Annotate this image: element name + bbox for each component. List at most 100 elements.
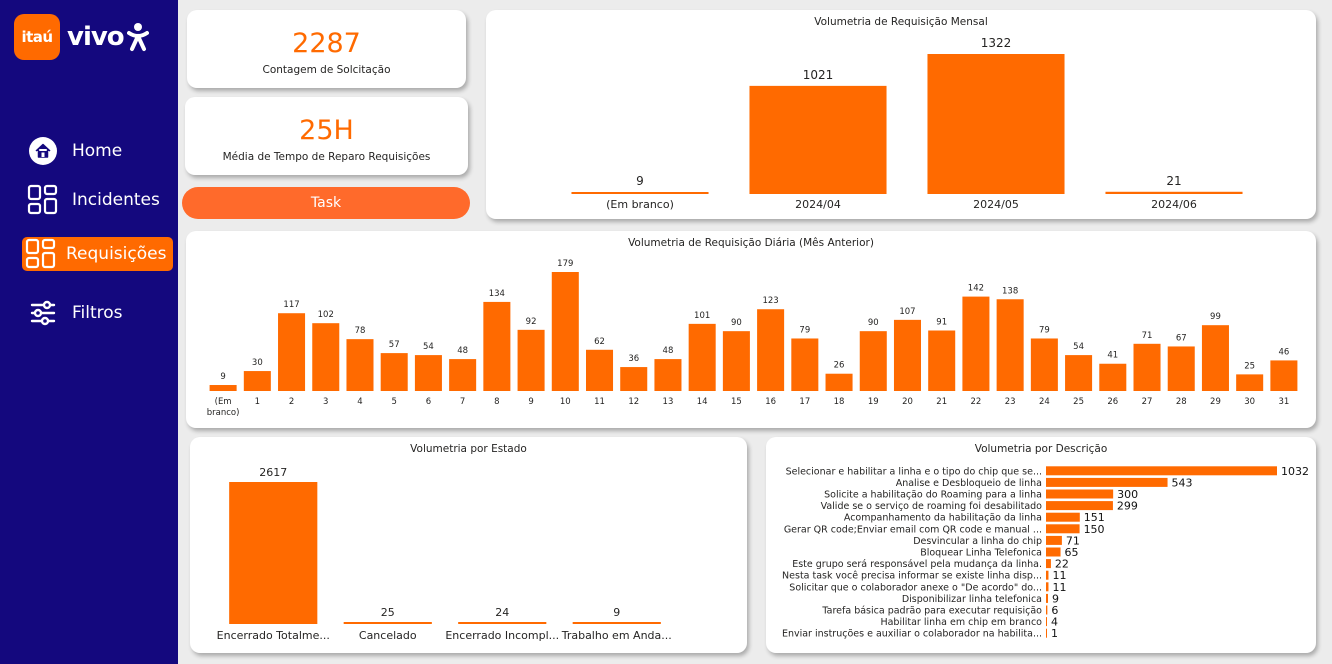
nav-item-filtros[interactable]: Filtros bbox=[22, 296, 123, 330]
bar[interactable] bbox=[860, 331, 887, 391]
bar[interactable] bbox=[1046, 478, 1168, 487]
bar[interactable] bbox=[571, 192, 708, 194]
bar[interactable] bbox=[483, 302, 510, 391]
bar[interactable] bbox=[928, 331, 955, 391]
bar[interactable] bbox=[458, 622, 546, 624]
chart-title: Volumetria por Estado bbox=[190, 443, 747, 455]
bar[interactable] bbox=[1046, 582, 1048, 591]
bar[interactable] bbox=[1046, 548, 1061, 557]
bar[interactable] bbox=[1046, 606, 1047, 615]
bar[interactable] bbox=[1270, 360, 1297, 391]
data-label: 101 bbox=[694, 311, 710, 321]
bar[interactable] bbox=[654, 359, 681, 391]
bar[interactable] bbox=[689, 324, 716, 391]
data-label: 134 bbox=[489, 289, 505, 299]
tick-label: 11 bbox=[594, 397, 605, 407]
bar[interactable] bbox=[894, 320, 921, 391]
data-label: 48 bbox=[663, 346, 674, 356]
bar[interactable] bbox=[1031, 338, 1058, 391]
bar[interactable] bbox=[997, 299, 1024, 391]
bar[interactable] bbox=[449, 359, 476, 391]
bar[interactable] bbox=[1046, 571, 1048, 580]
bar[interactable] bbox=[1046, 617, 1047, 626]
vivo-logo: vivo bbox=[67, 22, 149, 52]
bar[interactable] bbox=[620, 367, 647, 391]
bar[interactable] bbox=[1105, 192, 1242, 194]
bar[interactable] bbox=[415, 355, 442, 391]
tick-label: 31 bbox=[1278, 397, 1289, 407]
tick-label: 15 bbox=[731, 397, 742, 407]
bar[interactable] bbox=[573, 622, 661, 624]
bar[interactable] bbox=[791, 338, 818, 391]
tick-label: (Em branco) bbox=[606, 198, 674, 211]
tick-label: 24 bbox=[1039, 397, 1050, 407]
kpi-value: 2287 bbox=[187, 28, 466, 59]
nav-item-label: Home bbox=[72, 141, 122, 161]
tick-label: 23 bbox=[1005, 397, 1016, 407]
bar[interactable] bbox=[1202, 325, 1229, 391]
data-label: 91 bbox=[936, 318, 947, 328]
bar[interactable] bbox=[344, 622, 432, 624]
bar[interactable] bbox=[1046, 629, 1047, 638]
bar[interactable] bbox=[1046, 559, 1051, 568]
bar[interactable] bbox=[1046, 501, 1113, 510]
bar[interactable] bbox=[278, 313, 305, 391]
bar[interactable] bbox=[1236, 374, 1263, 391]
bar[interactable] bbox=[1099, 364, 1126, 391]
tick-label: Acompanhamento da habilitação da linha bbox=[844, 513, 1042, 524]
bar[interactable] bbox=[210, 385, 237, 391]
bar[interactable] bbox=[757, 309, 784, 391]
data-label: 90 bbox=[731, 318, 742, 328]
bar[interactable] bbox=[723, 331, 750, 391]
nav-item-requisicoes[interactable]: Requisições bbox=[22, 237, 173, 271]
itau-logo: itaú bbox=[14, 14, 60, 60]
grid-icon bbox=[26, 183, 60, 217]
tick-label: branco) bbox=[207, 408, 240, 418]
bar[interactable] bbox=[518, 330, 545, 391]
bar[interactable] bbox=[1168, 346, 1195, 391]
bar[interactable] bbox=[312, 323, 339, 391]
data-label: 79 bbox=[1039, 325, 1050, 335]
bar[interactable] bbox=[1046, 594, 1048, 603]
data-label: 543 bbox=[1172, 476, 1193, 489]
nav-item-incidentes[interactable]: Incidentes bbox=[22, 183, 160, 217]
data-label: 30 bbox=[252, 358, 263, 368]
bar[interactable] bbox=[1065, 355, 1092, 391]
bar[interactable] bbox=[927, 54, 1064, 194]
data-label: 26 bbox=[834, 361, 845, 371]
tick-label: 2024/05 bbox=[973, 198, 1019, 211]
bar[interactable] bbox=[244, 371, 271, 391]
bar[interactable] bbox=[1046, 524, 1080, 533]
data-label: 1 bbox=[1051, 627, 1058, 640]
data-label: 36 bbox=[628, 354, 639, 364]
bar[interactable] bbox=[1133, 344, 1160, 391]
data-label: 142 bbox=[968, 284, 984, 294]
bar[interactable] bbox=[1046, 490, 1113, 499]
bar[interactable] bbox=[346, 339, 373, 391]
bar[interactable] bbox=[229, 482, 317, 624]
bar[interactable] bbox=[826, 374, 853, 391]
chart-title: Volumetria por Descrição bbox=[766, 443, 1316, 455]
bar[interactable] bbox=[749, 86, 886, 194]
data-label: 102 bbox=[318, 310, 334, 320]
kpi-value: 25H bbox=[185, 115, 468, 146]
bar[interactable] bbox=[552, 272, 579, 391]
nav-item-home[interactable]: Home bbox=[22, 134, 122, 168]
bar[interactable] bbox=[1046, 536, 1062, 545]
bar[interactable] bbox=[586, 350, 613, 391]
tick-label: 1 bbox=[255, 397, 260, 407]
tick-label: 8 bbox=[494, 397, 499, 407]
bar[interactable] bbox=[1046, 466, 1277, 475]
bar[interactable] bbox=[962, 297, 989, 391]
bar[interactable] bbox=[381, 353, 408, 391]
kpi-card-solicitacao: 2287 Contagem de Solcitação bbox=[187, 10, 466, 88]
data-label: 99 bbox=[1210, 312, 1221, 322]
tick-label: 4 bbox=[357, 397, 362, 407]
bar[interactable] bbox=[1046, 513, 1080, 522]
tick-label: 26 bbox=[1107, 397, 1118, 407]
tick-label: 2024/06 bbox=[1151, 198, 1197, 211]
tick-label: 19 bbox=[868, 397, 879, 407]
tick-label: Encerrado Totalme... bbox=[217, 629, 330, 642]
task-button[interactable]: Task bbox=[182, 187, 470, 219]
data-label: 62 bbox=[594, 337, 605, 347]
